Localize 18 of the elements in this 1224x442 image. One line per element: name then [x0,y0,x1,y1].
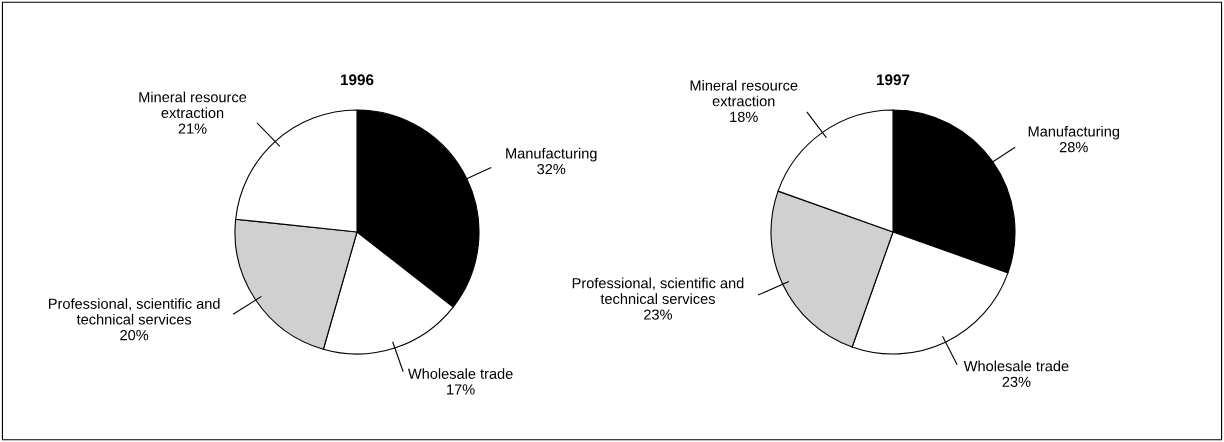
data-label: 28% [1059,141,1088,153]
slice-label: Mineral resource extraction [690,79,798,107]
data-label: 17% [447,384,475,395]
data-label: 23% [644,309,673,320]
chart-title: 1997 [876,74,910,86]
slice-label: Manufacturing [506,147,597,162]
data-label: 32% [537,163,566,175]
data-label: 18% [730,111,758,123]
slice-label: Professional, scientific and technical services [572,277,744,305]
data-label: 21% [178,123,207,134]
slice-label: Manufacturing [1028,125,1120,140]
slice-label: Wholesale trade [963,360,1069,372]
slice-label: Mineral resource extraction [139,91,247,119]
slice-label: Wholesale trade [407,368,513,379]
slice-label: Professional, scientific and technical services [49,298,220,325]
chart-title: 1996 [340,74,374,86]
data-label: 20% [120,329,149,341]
data-label: 23% [1002,376,1031,387]
